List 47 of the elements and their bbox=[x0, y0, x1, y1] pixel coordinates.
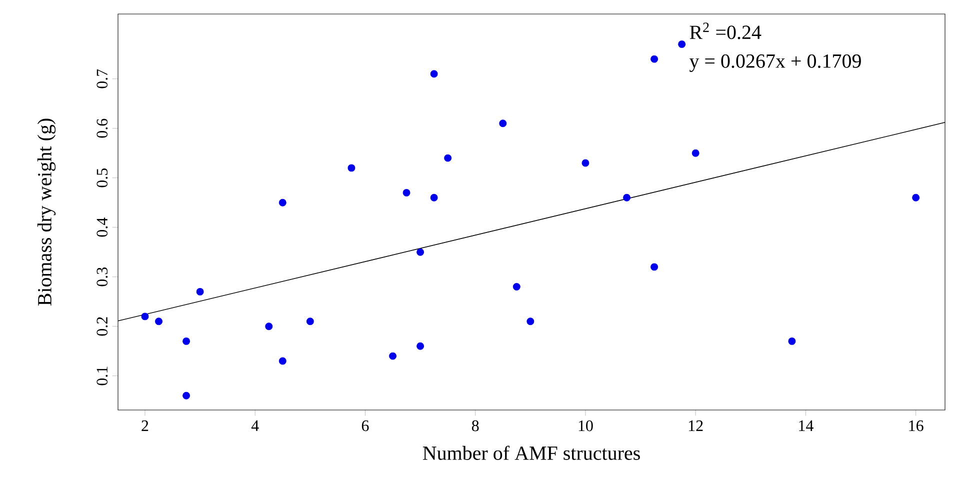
point bbox=[402, 188, 410, 196]
point bbox=[788, 337, 796, 345]
x-tick-label: 12 bbox=[688, 420, 703, 431]
point bbox=[155, 318, 162, 326]
y-tick-label: 0.6 bbox=[96, 118, 108, 138]
point bbox=[692, 149, 700, 157]
point bbox=[582, 159, 590, 167]
point bbox=[141, 312, 149, 320]
point bbox=[650, 263, 658, 271]
point bbox=[265, 322, 273, 330]
point bbox=[623, 194, 630, 202]
y-tick-label: 0.5 bbox=[96, 168, 108, 188]
point bbox=[416, 342, 424, 350]
point bbox=[526, 318, 534, 326]
x-tick-label: 2 bbox=[142, 420, 148, 431]
point bbox=[430, 194, 438, 202]
annotation: R$^{2}$ =0.24 bbox=[690, 22, 762, 40]
annotation: y = 0.0267x + 0.1709 bbox=[689, 54, 861, 72]
point bbox=[416, 248, 424, 256]
point bbox=[182, 337, 190, 345]
point bbox=[278, 357, 286, 365]
point bbox=[678, 40, 686, 48]
point bbox=[499, 120, 507, 128]
x-axis-title: Number of AMF structures bbox=[422, 446, 640, 460]
point bbox=[512, 283, 520, 290]
point bbox=[306, 318, 314, 326]
point bbox=[650, 55, 658, 63]
point bbox=[348, 164, 356, 172]
point bbox=[196, 288, 204, 296]
point bbox=[389, 352, 396, 360]
y-tick-label: 0.7 bbox=[96, 69, 108, 88]
x-tick-label: 4 bbox=[251, 420, 259, 431]
y-tick-label: 0.2 bbox=[96, 317, 108, 336]
x-tick-label: 10 bbox=[578, 420, 593, 432]
x-tick-label: 16 bbox=[909, 420, 924, 432]
point bbox=[444, 154, 452, 162]
point bbox=[430, 70, 438, 78]
y-axis-title: Biomass dry weight (g) bbox=[37, 118, 56, 306]
x-tick-label: 14 bbox=[799, 420, 814, 431]
x-tick-label: 6 bbox=[362, 420, 369, 432]
point bbox=[278, 198, 286, 206]
y-tick-label: 0.1 bbox=[96, 366, 108, 386]
point bbox=[182, 392, 190, 400]
y-tick-label: 0.3 bbox=[96, 267, 108, 286]
x-tick-label: 8 bbox=[472, 420, 479, 432]
y-tick-label: 0.4 bbox=[96, 218, 108, 237]
point bbox=[912, 194, 920, 202]
